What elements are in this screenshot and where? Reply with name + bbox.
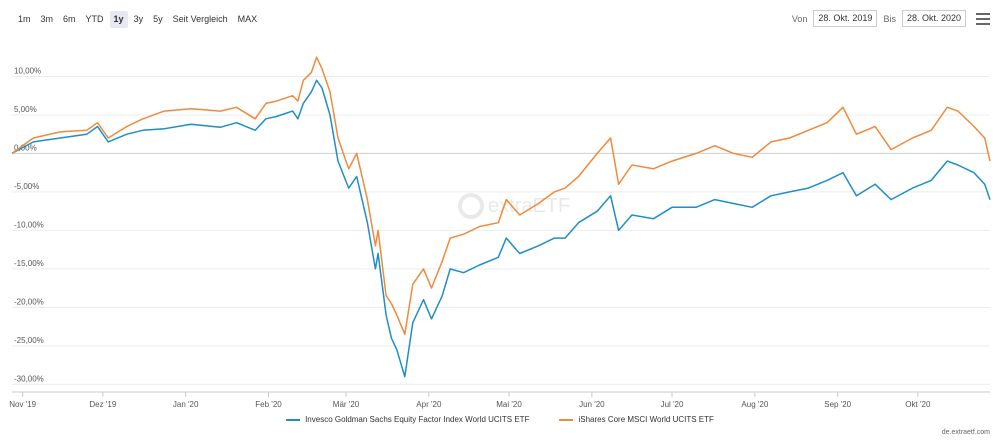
ishares-series-line xyxy=(11,56,991,336)
x-tick-label: Dez '19 xyxy=(89,400,116,409)
y-tick-label: -15,00% xyxy=(14,259,44,268)
legend-item-ishares[interactable]: iShares Core MSCI World UCITS ETF xyxy=(559,415,714,424)
y-tick-label: -20,00% xyxy=(14,297,44,306)
legend-label-invesco: Invesco Goldman Sachs Equity Factor Inde… xyxy=(305,415,530,424)
range-button-max[interactable]: MAX xyxy=(233,11,262,28)
extraetf-watermark: extraETF xyxy=(458,193,570,219)
range-button-1y[interactable]: 1y xyxy=(109,11,128,28)
y-tick-label: 10,00% xyxy=(14,66,41,75)
x-tick-label: Mär '20 xyxy=(333,400,360,409)
x-tick-label: Feb '20 xyxy=(255,400,282,409)
y-tick-label: -5,00% xyxy=(14,182,39,191)
x-tick-label: Mai '20 xyxy=(496,400,522,409)
x-tick-label: Jul '20 xyxy=(661,400,684,409)
watermark-text: extraETF xyxy=(488,194,571,217)
to-date-input[interactable]: 28. Okt. 2020 xyxy=(901,10,966,27)
y-tick-label: 0,00% xyxy=(14,143,37,152)
chart-legend: Invesco Goldman Sachs Equity Factor Inde… xyxy=(0,415,1000,424)
legend-swatch-invesco xyxy=(286,418,301,421)
x-tick-label: Nov '19 xyxy=(9,400,36,409)
range-button-6m[interactable]: 6m xyxy=(59,11,80,28)
range-button-3y[interactable]: 3y xyxy=(129,11,148,28)
range-selector: 1m 3m 6m YTD 1y 3y 5y Seit Vergleich MAX xyxy=(14,11,262,28)
date-range-controls: Von 28. Okt. 2019 Bis 28. Okt. 2020 xyxy=(792,10,990,27)
invesco-series-line xyxy=(11,79,991,378)
range-button-1m[interactable]: 1m xyxy=(14,11,35,28)
y-tick-label: -30,00% xyxy=(14,374,44,383)
legend-swatch-ishares xyxy=(559,418,574,421)
y-tick-label: -10,00% xyxy=(14,220,44,229)
from-date-input[interactable]: 28. Okt. 2019 xyxy=(813,10,878,27)
legend-item-invesco[interactable]: Invesco Goldman Sachs Equity Factor Inde… xyxy=(286,415,529,424)
x-tick-label: Aug '20 xyxy=(741,400,768,409)
from-date-label: Von xyxy=(791,13,808,24)
x-tick-label: Jan '20 xyxy=(173,400,199,409)
x-tick-label: Jun '20 xyxy=(579,400,605,409)
extraetf-logo-icon xyxy=(458,193,484,219)
range-button-5y[interactable]: 5y xyxy=(149,11,167,28)
hamburger-menu-icon[interactable] xyxy=(976,12,990,25)
legend-label-ishares: iShares Core MSCI World UCITS ETF xyxy=(578,415,714,424)
x-tick-label: Okt '20 xyxy=(905,400,931,409)
y-tick-label: -25,00% xyxy=(14,336,44,345)
to-date-label: Bis xyxy=(883,13,896,24)
range-button-since-comparison[interactable]: Seit Vergleich xyxy=(168,11,232,28)
y-tick-label: 5,00% xyxy=(14,105,37,114)
x-tick-label: Sep '20 xyxy=(824,400,851,409)
x-tick-label: Apr '20 xyxy=(416,400,442,409)
source-credit: de.extraetf.com xyxy=(941,429,990,436)
range-button-ytd[interactable]: YTD xyxy=(81,11,108,28)
range-button-3m[interactable]: 3m xyxy=(36,11,58,28)
